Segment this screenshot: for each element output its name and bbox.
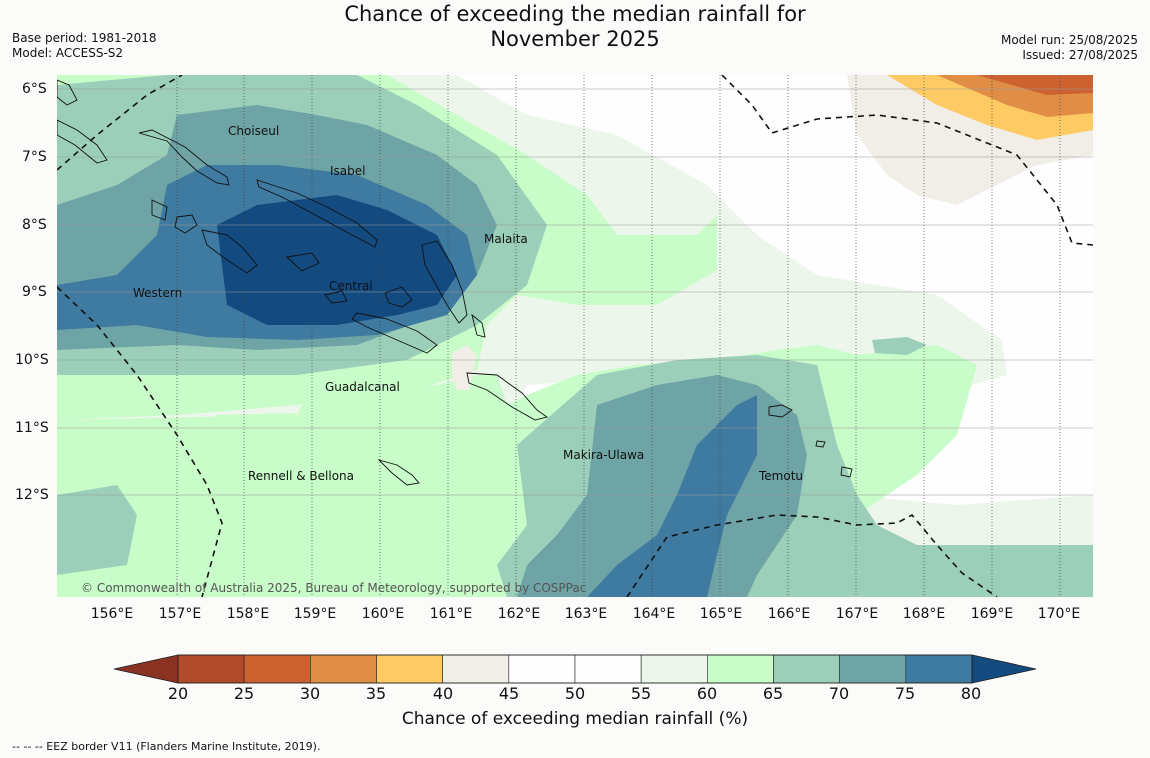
lon-label-166e: 166°E — [767, 606, 811, 622]
colorbar-segment — [773, 654, 840, 684]
rainfall-map: Choiseul Isabel Malaita Western Central … — [57, 75, 1093, 597]
lat-label-6s: 6°S — [22, 81, 47, 97]
colorbar-segment — [442, 654, 510, 684]
coastlines — [57, 79, 853, 486]
lat-label-9s: 9°S — [22, 284, 47, 300]
colorbar-tick-60: 60 — [696, 684, 718, 703]
label-western: Western — [133, 286, 182, 300]
model-run-date: Model run: 25/08/2025 — [1000, 33, 1138, 47]
lon-label-165e: 165°E — [699, 606, 743, 622]
lon-label-157e: 157°E — [158, 606, 202, 622]
colorbar-segment — [839, 654, 907, 684]
lat-label-12s: 12°S — [15, 487, 49, 503]
lat-label-8s: 8°S — [22, 217, 47, 233]
graticule — [176, 75, 1061, 597]
colorbar-over-arrow — [971, 654, 1037, 684]
title-line-1: Chance of exceeding the median rainfall … — [344, 2, 806, 26]
lon-label-167e: 167°E — [835, 606, 879, 622]
colorbar — [113, 654, 1037, 684]
lon-label-163e: 163°E — [564, 606, 608, 622]
lon-label-162e: 162°E — [497, 606, 541, 622]
colorbar-segment — [905, 654, 973, 684]
lat-label-11s: 11°S — [15, 420, 49, 436]
colorbar-segment — [640, 654, 708, 684]
colorbar-segment — [376, 654, 443, 684]
lon-label-164e: 164°E — [632, 606, 676, 622]
colorbar-tick-35: 35 — [365, 684, 387, 703]
colorbar-segments — [177, 654, 973, 684]
title-line-2: November 2025 — [490, 27, 660, 51]
colorbar-tick-30: 30 — [299, 684, 321, 703]
eez-border — [57, 75, 1093, 597]
colorbar-tick-50: 50 — [564, 684, 586, 703]
lon-label-159e: 159°E — [293, 606, 337, 622]
label-rennell-bellona: Rennell & Bellona — [248, 469, 354, 483]
label-temotu: Temotu — [758, 469, 803, 483]
colorbar-tick-40: 40 — [432, 684, 454, 703]
lon-label-160e: 160°E — [361, 606, 405, 622]
label-choiseul: Choiseul — [228, 124, 279, 138]
lon-label-170e: 170°E — [1037, 606, 1081, 622]
colorbar-segment — [707, 654, 774, 684]
colorbar-tick-75: 75 — [894, 684, 916, 703]
lon-label-158e: 158°E — [226, 606, 270, 622]
map-title: Chance of exceeding the median rainfall … — [0, 2, 1150, 52]
model-info: Base period: 1981-2018 Model: ACCESS-S2 — [12, 31, 157, 61]
issued-date: Issued: 27/08/2025 — [1022, 48, 1138, 62]
model-name: Model: ACCESS-S2 — [12, 46, 124, 60]
issue-info: Model run: 25/08/2025 Issued: 27/08/2025 — [1001, 33, 1138, 63]
label-guadalcanal: Guadalcanal — [325, 380, 400, 394]
eez-footnote: -- -- -- EEZ border V11 (Flanders Marine… — [12, 740, 321, 753]
lat-label-10s: 10°S — [15, 352, 49, 368]
colorbar-tick-70: 70 — [828, 684, 850, 703]
label-malaita: Malaita — [484, 232, 528, 246]
lon-label-168e: 168°E — [902, 606, 946, 622]
colorbar-tick-55: 55 — [630, 684, 652, 703]
colorbar-segment — [243, 654, 311, 684]
colorbar-label: Chance of exceeding median rainfall (%) — [401, 709, 749, 729]
copyright-notice: © Commonwealth of Australia 2025, Bureau… — [81, 581, 586, 595]
colorbar-segment — [310, 654, 377, 684]
label-isabel: Isabel — [330, 164, 365, 178]
colorbar-under-arrow — [113, 654, 179, 684]
colorbar-segment — [508, 654, 576, 684]
colorbar-segment — [574, 654, 642, 684]
base-period: Base period: 1981-2018 — [12, 31, 157, 45]
label-makira-ulawa: Makira-Ulawa — [563, 448, 644, 462]
label-central: Central — [329, 279, 373, 293]
lon-label-169e: 169°E — [970, 606, 1014, 622]
latitude-lines — [57, 88, 1093, 496]
colorbar-tick-65: 65 — [762, 684, 784, 703]
colorbar-tick-20: 20 — [167, 684, 189, 703]
lat-label-7s: 7°S — [22, 149, 47, 165]
lon-label-161e: 161°E — [429, 606, 473, 622]
colorbar-tick-80: 80 — [960, 684, 982, 703]
colorbar-tick-45: 45 — [498, 684, 520, 703]
lon-label-156e: 156°E — [90, 606, 134, 622]
colorbar-segment — [177, 654, 245, 684]
colorbar-tick-25: 25 — [233, 684, 255, 703]
province-labels: Choiseul Isabel Malaita Western Central … — [133, 124, 803, 483]
probability-contours — [57, 75, 1093, 597]
